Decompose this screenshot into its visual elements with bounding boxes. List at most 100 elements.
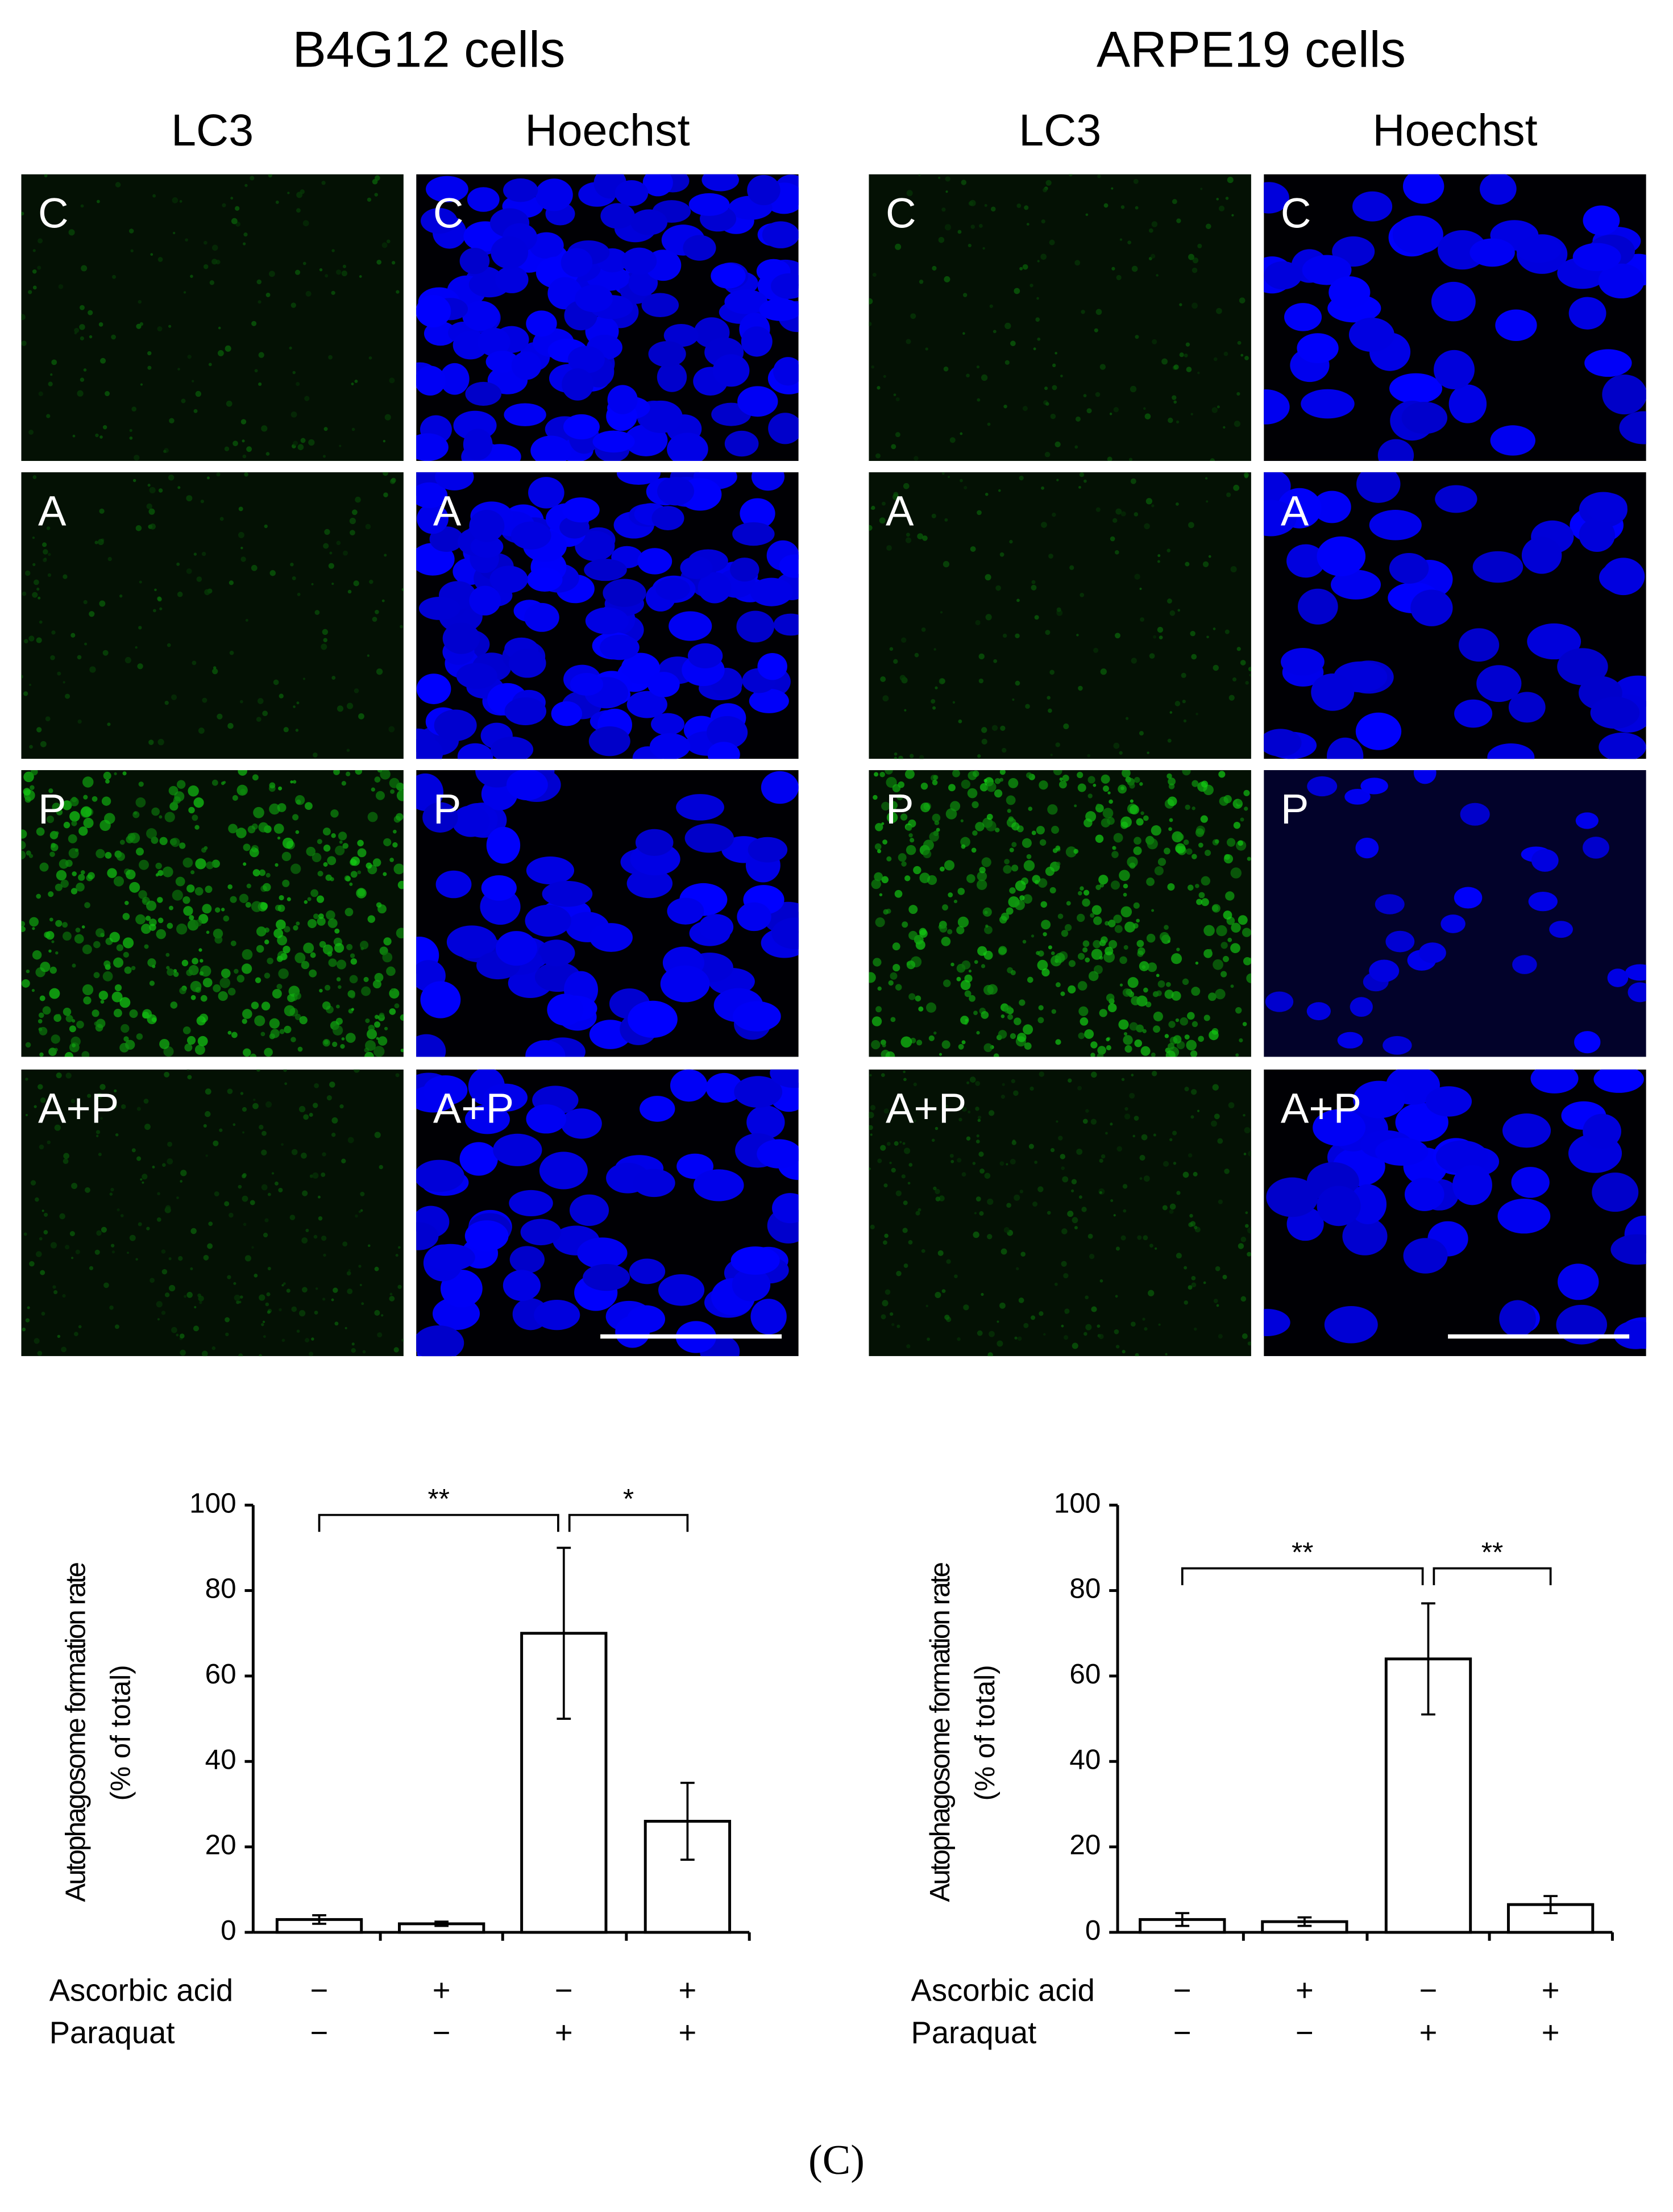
signal — [1048, 708, 1052, 713]
nucleus — [459, 1142, 498, 1176]
nucleus — [647, 672, 680, 697]
signal — [987, 422, 991, 426]
signal — [81, 806, 92, 818]
signal — [1077, 783, 1086, 792]
signal — [134, 455, 140, 461]
signal — [49, 966, 57, 974]
signal — [1077, 891, 1082, 896]
signal — [123, 951, 129, 958]
treatment-sign: − — [433, 2015, 451, 2050]
signal — [1045, 630, 1051, 635]
nucleus — [1454, 699, 1493, 728]
signal — [42, 1006, 51, 1015]
nucleus — [655, 577, 690, 601]
treatment-name: Paraquat — [911, 2015, 1037, 2050]
nucleus — [489, 566, 528, 593]
nucleus — [707, 742, 740, 759]
signal — [227, 1275, 231, 1279]
signal — [359, 941, 369, 950]
signal — [958, 1043, 964, 1050]
signal — [874, 772, 879, 777]
signal — [1095, 507, 1101, 512]
signal — [38, 1012, 44, 1018]
signal — [1051, 951, 1055, 955]
signal — [1200, 188, 1203, 190]
micrograph — [1264, 770, 1646, 1057]
nucleus — [467, 187, 500, 212]
signal — [23, 691, 28, 696]
signal — [932, 813, 941, 822]
nucleus — [1454, 887, 1483, 909]
signal — [976, 1030, 980, 1035]
signal — [972, 801, 979, 809]
signal — [1083, 394, 1087, 398]
signal — [351, 1342, 355, 1346]
signal — [398, 1246, 401, 1249]
signal — [211, 259, 218, 265]
signal — [1175, 502, 1179, 506]
signal — [1111, 187, 1114, 190]
signal — [1037, 337, 1041, 341]
signal — [1089, 1254, 1095, 1259]
signal — [264, 972, 271, 979]
signal — [259, 869, 266, 876]
signal — [336, 540, 341, 546]
nucleus — [737, 386, 778, 417]
signal — [204, 1111, 211, 1117]
signal — [1236, 647, 1241, 651]
signal — [44, 174, 48, 178]
signal — [1029, 284, 1033, 288]
signal — [1015, 880, 1026, 891]
signal — [1193, 1171, 1198, 1176]
signal — [349, 882, 353, 886]
nucleus — [1557, 648, 1608, 685]
signal — [1226, 492, 1231, 497]
signal — [1198, 842, 1203, 848]
signal — [201, 551, 206, 556]
nucleus — [1302, 255, 1352, 285]
signal — [1145, 498, 1153, 505]
signal — [931, 1138, 935, 1142]
signal — [1123, 945, 1128, 950]
signal — [892, 493, 899, 501]
signal — [23, 1232, 27, 1236]
signal — [1167, 738, 1172, 743]
nucleus — [701, 174, 739, 192]
signal — [1118, 784, 1127, 794]
signal — [74, 1332, 78, 1337]
signal — [357, 839, 364, 847]
signal — [242, 1009, 252, 1019]
nucleus — [1313, 490, 1351, 523]
signal — [1071, 1179, 1077, 1184]
signal — [1068, 1078, 1072, 1083]
micrograph — [416, 174, 799, 461]
signal — [938, 236, 945, 243]
signal — [1116, 275, 1122, 280]
signal — [401, 1338, 404, 1342]
signal — [1206, 500, 1209, 503]
signal — [978, 653, 985, 660]
signal — [128, 228, 134, 234]
signal — [80, 377, 85, 382]
signal — [962, 332, 965, 335]
signal — [1168, 417, 1173, 423]
signal — [1157, 980, 1165, 988]
signal — [1139, 731, 1144, 736]
signal — [267, 1310, 271, 1314]
signal — [943, 979, 951, 987]
signal — [1003, 1005, 1012, 1014]
nucleus — [506, 770, 548, 801]
signal — [192, 660, 197, 666]
signal — [216, 472, 221, 477]
signal — [381, 1314, 384, 1317]
signal — [1230, 867, 1242, 879]
signal — [1033, 347, 1036, 351]
nucleus — [490, 737, 534, 759]
nucleus — [416, 1325, 464, 1357]
signal — [43, 1230, 48, 1234]
signal — [322, 1001, 331, 1010]
signal — [987, 1352, 993, 1357]
nucleus — [737, 902, 771, 932]
signal — [283, 945, 290, 954]
signal — [232, 795, 238, 801]
